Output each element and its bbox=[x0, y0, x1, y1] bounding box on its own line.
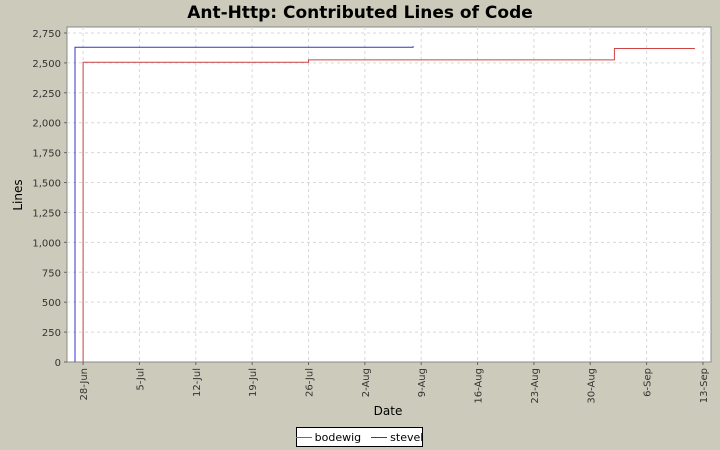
y-tick-label: 750 bbox=[42, 268, 61, 279]
x-tick-label: 6-Sep bbox=[643, 368, 654, 397]
y-tick-label: 1,000 bbox=[32, 238, 61, 249]
legend-item-stevel: stevel bbox=[371, 431, 423, 444]
x-tick-label: 12-Jul bbox=[192, 368, 203, 397]
y-tick-label: 0 bbox=[55, 358, 61, 369]
y-axis-label: Lines bbox=[11, 179, 25, 210]
chart-legend: bodewig stevel bbox=[295, 427, 423, 447]
y-tick-label: 250 bbox=[42, 328, 61, 339]
x-tick-label: 5-Jul bbox=[135, 368, 146, 391]
x-tick-label: 9-Aug bbox=[417, 368, 428, 397]
y-tick-label: 1,500 bbox=[32, 179, 61, 190]
y-tick-label: 500 bbox=[42, 298, 61, 309]
y-tick-label: 2,750 bbox=[32, 29, 61, 40]
x-axis-label: Date bbox=[374, 404, 403, 418]
legend-swatch-stevel bbox=[371, 436, 388, 438]
series-layer bbox=[74, 46, 695, 362]
legend-label-bodewig: bodewig bbox=[314, 430, 362, 444]
legend-item-bodewig: bodewig bbox=[295, 430, 362, 444]
x-tick-label: 2-Aug bbox=[361, 368, 372, 397]
plot-area bbox=[66, 26, 712, 363]
x-tick-label: 28-Jun bbox=[79, 368, 90, 401]
y-tick-label: 1,750 bbox=[32, 149, 61, 160]
x-tick-label: 30-Aug bbox=[586, 368, 597, 404]
y-tick-label: 2,250 bbox=[32, 89, 61, 100]
legend-label-stevel: stevel bbox=[390, 430, 424, 444]
x-tick-label: 19-Jul bbox=[248, 368, 259, 397]
x-tick-label: 16-Aug bbox=[474, 368, 485, 404]
series-line-stevel bbox=[74, 46, 414, 362]
x-tick-label: 23-Aug bbox=[530, 368, 541, 404]
chart-title: Ant-Http: Contributed Lines of Code bbox=[187, 3, 533, 23]
y-tick-label: 1,250 bbox=[32, 208, 61, 219]
x-tick-label: 13-Sep bbox=[699, 368, 710, 403]
y-tick-label: 2,000 bbox=[32, 119, 61, 130]
y-tick-label: 2,500 bbox=[32, 59, 61, 70]
x-tick-label: 26-Jul bbox=[305, 368, 316, 397]
tick-layer: 0 250 500 750 1,000 1,250 1,500 1,750 2,000 2,250… bbox=[32, 29, 710, 404]
series-line-bodewig bbox=[82, 48, 695, 362]
legend-swatch-bodewig bbox=[295, 436, 312, 438]
